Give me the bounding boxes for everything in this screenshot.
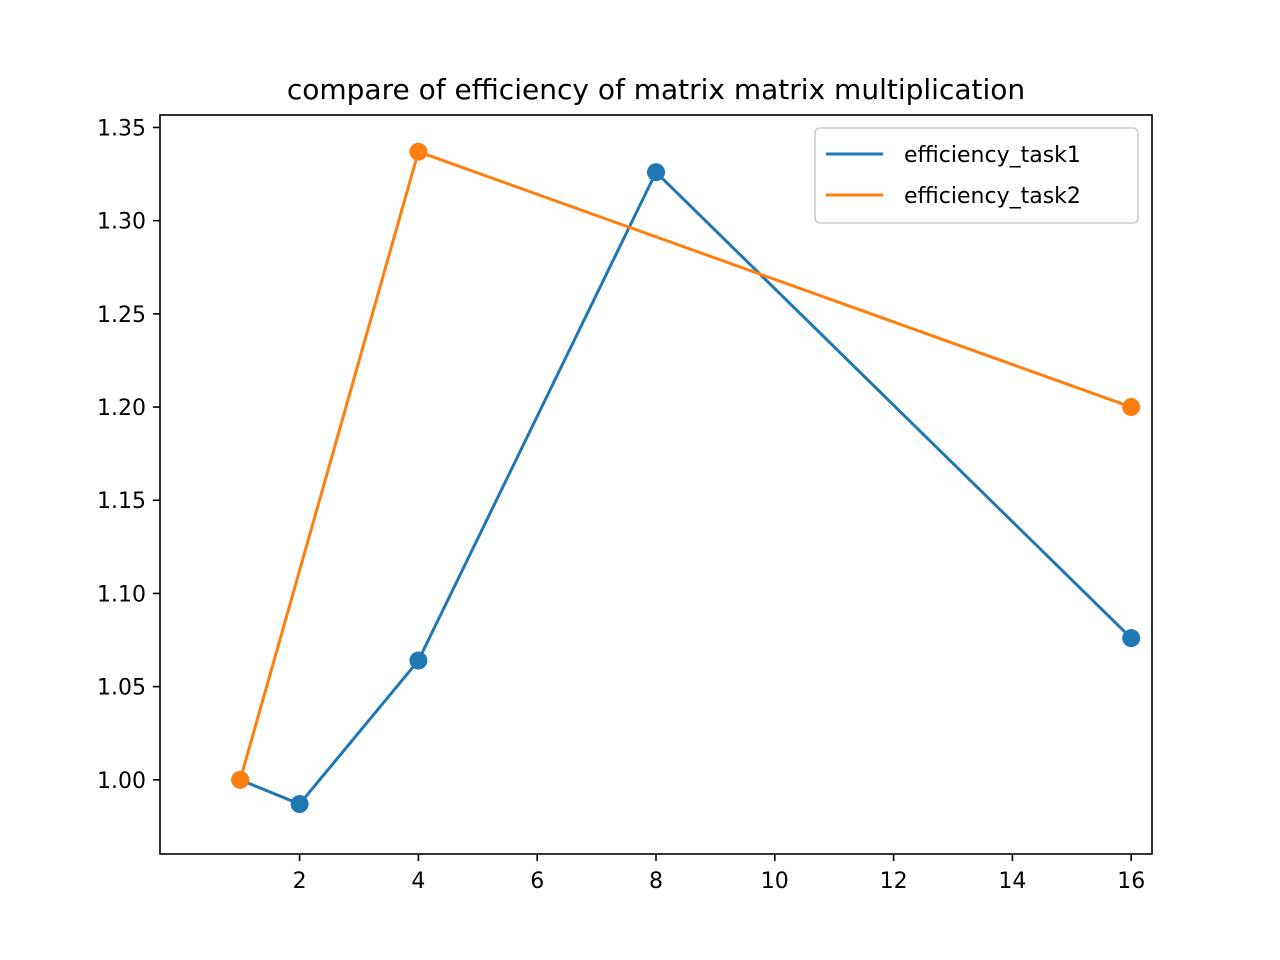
data-point-efficiency_task1-1 [290, 795, 309, 814]
chart-title: compare of efficiency of matrix matrix m… [287, 73, 1025, 106]
plot-area [160, 115, 1152, 854]
data-point-efficiency_task1-2 [409, 651, 428, 670]
axes: 2 4 6 8 10 12 14 16 1.00 1.05 1.10 1.15 1.20 1.25 1.30… [97, 114, 1153, 894]
series-layer [231, 142, 1141, 814]
legend-label-efficiency_task1: efficiency_task1 [904, 143, 1081, 168]
data-point-efficiency_task2-0 [231, 770, 250, 789]
x-tick-label: 2 [293, 869, 307, 894]
x-tick-label: 8 [649, 869, 663, 894]
plot-background [160, 115, 1152, 854]
y-tick-label: 1.20 [97, 396, 146, 421]
y-tick-label: 1.15 [97, 489, 146, 514]
y-tick-label: 1.30 [97, 210, 146, 235]
legend-label-efficiency_task2: efficiency_task2 [904, 184, 1081, 209]
y-tick-label: 1.10 [97, 582, 146, 607]
y-tick-label: 1.35 [97, 116, 146, 141]
x-tick-label: 6 [530, 869, 544, 894]
data-point-efficiency_task1-4 [1122, 629, 1141, 648]
x-tick-label: 10 [761, 869, 789, 894]
y-tick-label: 1.00 [97, 769, 146, 794]
x-tick-label: 4 [411, 869, 425, 894]
data-point-efficiency_task2-1 [409, 142, 428, 161]
x-tick-label: 12 [880, 869, 908, 894]
y-tick-label: 1.05 [97, 676, 146, 701]
data-point-efficiency_task1-3 [647, 163, 665, 182]
x-tick-label: 14 [998, 869, 1026, 894]
data-point-efficiency_task2-2 [1122, 398, 1141, 417]
legend: efficiency_task1 efficiency_task2 [814, 127, 1139, 224]
y-tick-label: 1.25 [97, 303, 146, 328]
legend-box [814, 127, 1139, 224]
x-tick-label: 16 [1117, 869, 1145, 894]
series-efficiency_task2 [231, 142, 1141, 789]
